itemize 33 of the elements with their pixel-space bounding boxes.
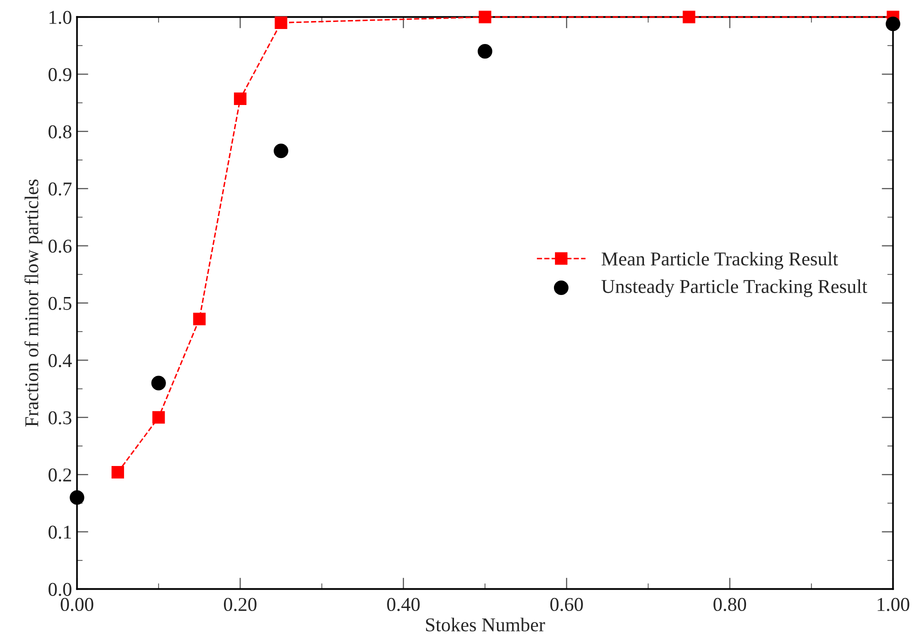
point bbox=[274, 16, 288, 29]
y-tick-label: 0.9 bbox=[48, 68, 72, 82]
point bbox=[274, 144, 288, 158]
point bbox=[152, 411, 165, 424]
x-tick-label: 0.20 bbox=[224, 598, 256, 612]
x-tick-label: 1.00 bbox=[878, 598, 910, 612]
x-tick-label: 0.60 bbox=[550, 598, 583, 612]
y-tick-label: 0.7 bbox=[48, 182, 72, 196]
y-tick-label: 0.0 bbox=[48, 582, 72, 596]
x-tick-label: 0.80 bbox=[714, 598, 746, 612]
point bbox=[151, 376, 166, 390]
x-axis-title: Stokes Number bbox=[426, 618, 546, 632]
x-tick-label: 0.00 bbox=[60, 598, 94, 612]
y-tick-label: 0.4 bbox=[48, 354, 72, 368]
y-tick-label: 1.0 bbox=[50, 10, 72, 24]
legend-label: Unsteady Particle Tracking Result bbox=[601, 279, 868, 298]
x-tick-label: 0.40 bbox=[387, 598, 420, 612]
y-tick-label: 0.2 bbox=[48, 468, 72, 482]
y-tick-label: 0.1 bbox=[48, 526, 71, 539]
point bbox=[112, 466, 124, 479]
point bbox=[478, 10, 492, 24]
point bbox=[478, 44, 492, 59]
point bbox=[70, 490, 84, 505]
y-tick-label: 0.3 bbox=[48, 411, 72, 424]
y-tick-label: 0.6 bbox=[48, 240, 72, 253]
y-tick-label: 0.8 bbox=[48, 125, 72, 138]
point bbox=[886, 16, 900, 32]
y-axis-title: Fraction of minor flow particles bbox=[24, 180, 42, 427]
y-tick-label: 0.5 bbox=[48, 296, 72, 310]
point bbox=[193, 312, 206, 326]
point bbox=[682, 10, 696, 24]
legend-label: Mean Particle Tracking Result bbox=[602, 252, 838, 270]
point bbox=[234, 92, 246, 106]
